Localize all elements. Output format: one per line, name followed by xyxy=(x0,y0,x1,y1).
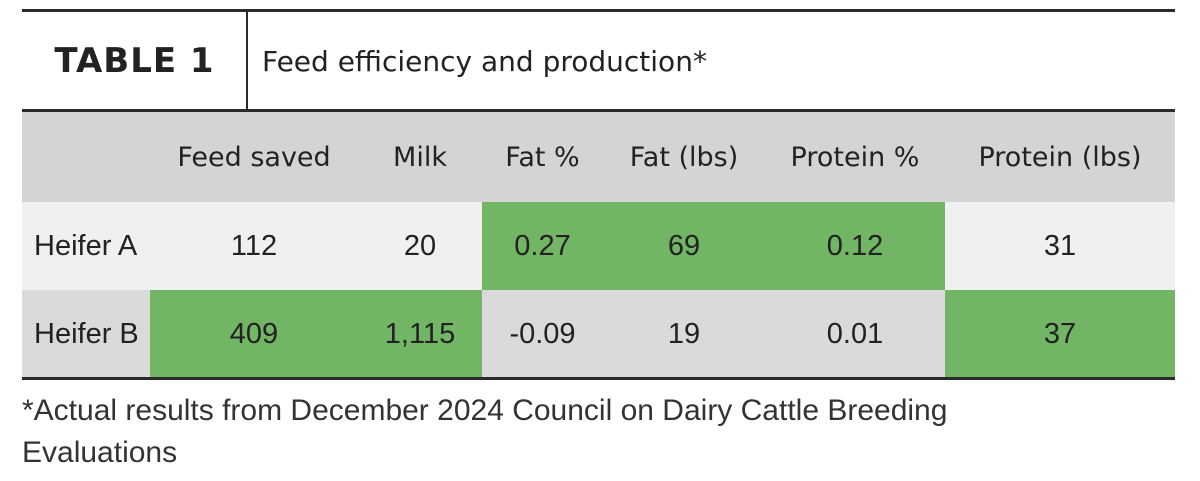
cell: 69 xyxy=(603,202,765,290)
table-subtitle: Feed efficiency and production* xyxy=(262,44,707,78)
cell: 0.12 xyxy=(765,202,945,290)
column-header: Fat % xyxy=(482,112,603,202)
column-header: Protein (lbs) xyxy=(945,112,1175,202)
rule xyxy=(22,9,1175,12)
cell: 37 xyxy=(945,290,1175,378)
column-header: Protein % xyxy=(765,112,945,202)
cell: 0.27 xyxy=(482,202,603,290)
row-label: Heifer B xyxy=(22,290,150,378)
cell: 19 xyxy=(603,290,765,378)
cell: 0.01 xyxy=(765,290,945,378)
header-row: Feed saved Milk Fat % Fat (lbs) Protein … xyxy=(22,112,1175,202)
cell: -0.09 xyxy=(482,290,603,378)
table-row: Heifer A 112 20 0.27 69 0.12 31 xyxy=(22,202,1175,290)
table-title: TABLE 1 xyxy=(54,41,215,81)
row-label: Heifer A xyxy=(22,202,150,290)
cell: 409 xyxy=(150,290,358,378)
column-header: Feed saved xyxy=(150,112,358,202)
divider xyxy=(246,12,248,110)
cell: 31 xyxy=(945,202,1175,290)
footnote: *Actual results from December 2024 Counc… xyxy=(22,394,948,469)
rule xyxy=(22,377,1175,380)
cell: 112 xyxy=(150,202,358,290)
column-header: Fat (lbs) xyxy=(603,112,765,202)
column-header xyxy=(22,112,150,202)
cell: 20 xyxy=(358,202,482,290)
cell: 1,115 xyxy=(358,290,482,378)
rule xyxy=(22,109,1175,112)
column-header: Milk xyxy=(358,112,482,202)
data-table: Feed saved Milk Fat % Fat (lbs) Protein … xyxy=(22,112,1175,378)
table-row: Heifer B 409 1,115 -0.09 19 0.01 37 xyxy=(22,290,1175,378)
